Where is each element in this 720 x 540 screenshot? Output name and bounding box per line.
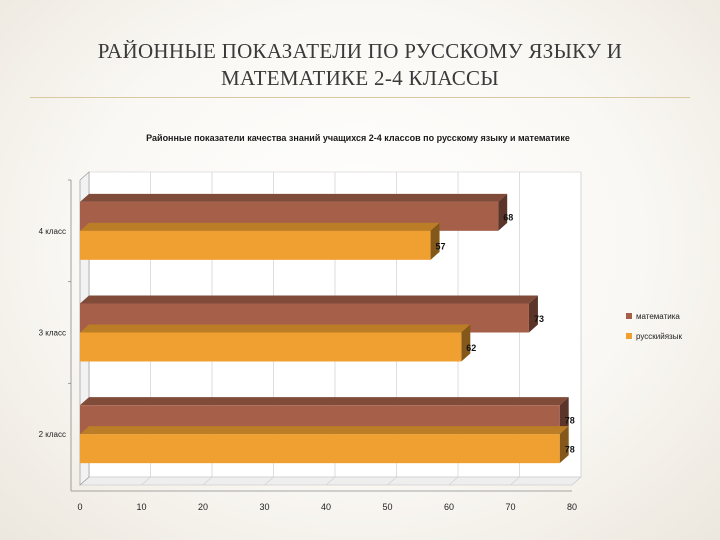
slide-title: РАЙОННЫЕ ПОКАЗАТЕЛИ ПО РУССКОМУ ЯЗЫКУ И …: [40, 38, 680, 92]
gridline-floor: [202, 476, 213, 486]
x-tick-label: 50: [382, 502, 392, 512]
x-tick-label: 60: [444, 502, 454, 512]
bar-end-face: [430, 222, 440, 260]
gridline-floor: [571, 476, 582, 486]
data-label: 68: [503, 212, 513, 222]
title-divider: [30, 97, 690, 98]
x-tick-label: 0: [77, 502, 82, 512]
data-label: 57: [436, 241, 446, 251]
x-tick-label: 30: [259, 502, 269, 512]
gridline-floor: [387, 476, 397, 486]
data-label: 62: [466, 343, 476, 353]
bar: [80, 332, 462, 362]
gridline-floor: [325, 476, 336, 486]
bar-top-face: [80, 295, 538, 304]
data-label: 73: [534, 314, 544, 324]
category-label: 2 класс: [39, 430, 66, 439]
bar-top-face: [80, 426, 569, 435]
x-tick-label: 80: [567, 502, 577, 512]
bar: [80, 434, 560, 464]
legend: математика русскийязык: [626, 312, 682, 341]
bar-end-face: [559, 426, 569, 464]
bar-top-face: [80, 324, 471, 333]
gridline-floor: [141, 476, 151, 486]
bar-top-face: [80, 397, 569, 406]
slide-title-line-2: МАТЕМАТИКЕ 2-4 КЛАССЫ: [221, 66, 499, 90]
x-tick-label: 40: [321, 502, 331, 512]
x-tick-label: 20: [198, 502, 208, 512]
gridline-floor: [448, 476, 459, 486]
category-label: 3 класс: [39, 329, 66, 338]
bar-end-face: [498, 193, 508, 231]
gridline-floor: [264, 476, 274, 486]
data-labels: 78 78 73 62 68 57: [436, 212, 575, 454]
x-tick-label: 10: [136, 502, 146, 512]
bar-end-face: [461, 324, 471, 362]
bar-top-face: [80, 222, 440, 231]
legend-label: русскийязык: [636, 332, 682, 341]
legend-swatch: [626, 333, 632, 339]
gridline-floor: [510, 476, 520, 486]
bar-top-face: [80, 193, 508, 202]
bar: [80, 230, 431, 260]
chart-title: Районные показатели качества знаний учащ…: [146, 133, 570, 143]
data-label: 78: [565, 445, 575, 455]
data-label: 78: [565, 416, 575, 426]
category-label: 4 класс: [39, 227, 66, 236]
bar-end-face: [528, 295, 538, 333]
slide-title-line-1: РАЙОННЫЕ ПОКАЗАТЕЛИ ПО РУССКОМУ ЯЗЫКУ И: [97, 39, 623, 63]
legend-swatch: [626, 313, 632, 319]
bars: [80, 193, 569, 464]
bar-end-face: [559, 397, 569, 435]
legend-label: математика: [636, 312, 680, 321]
x-tick-label: 70: [505, 502, 515, 512]
